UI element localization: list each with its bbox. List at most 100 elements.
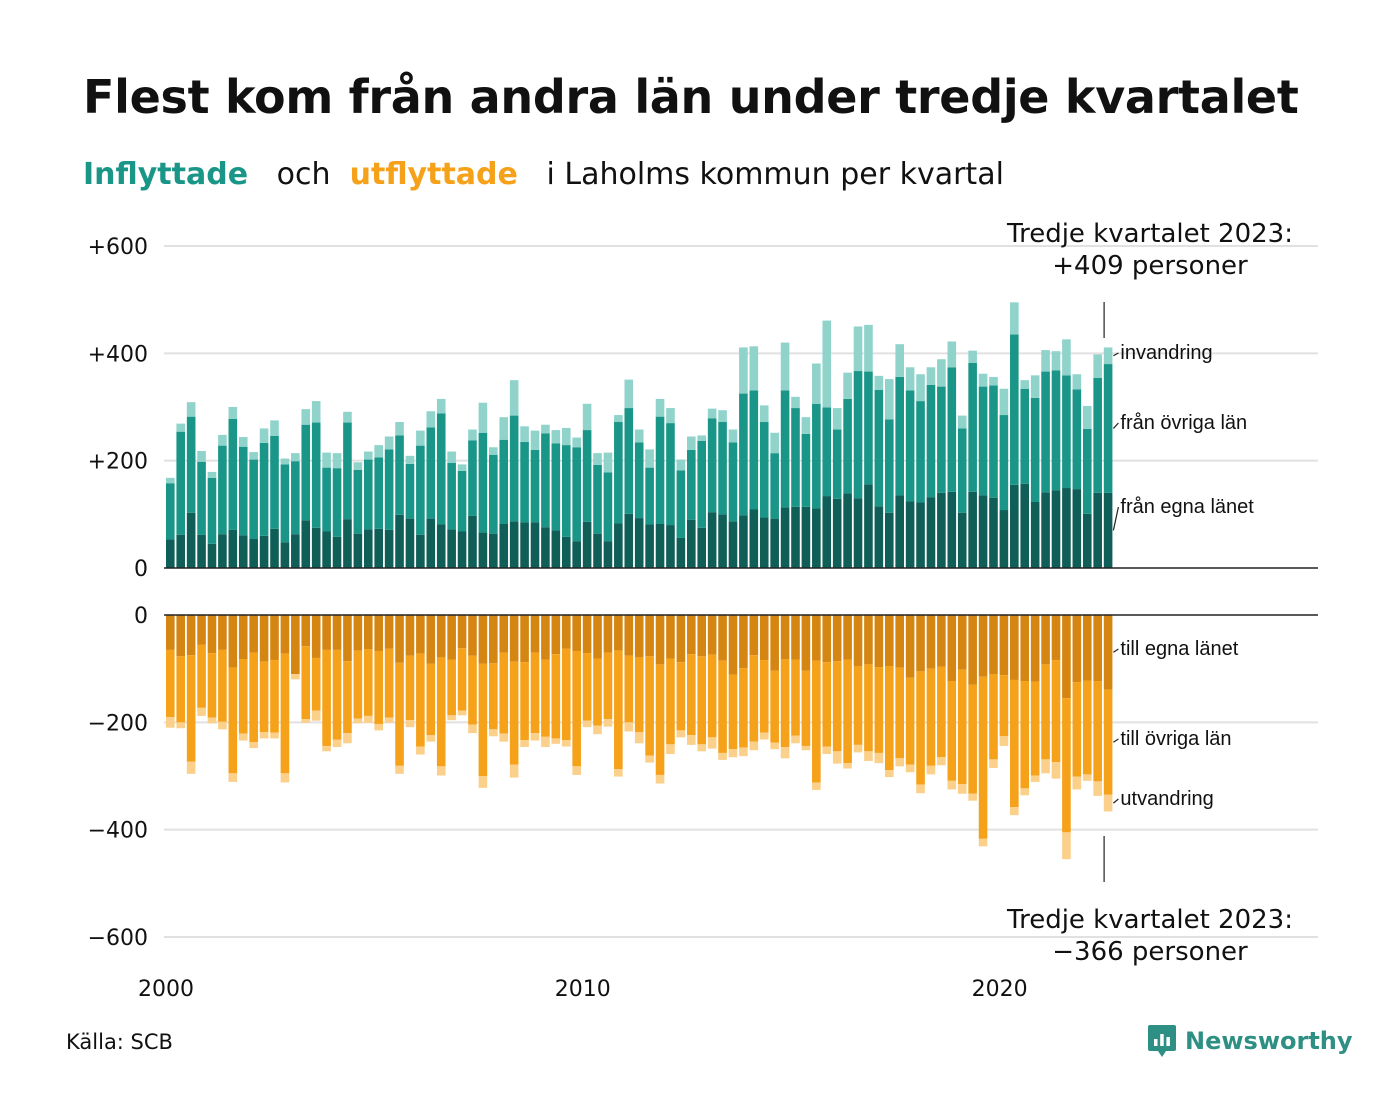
bar-in-immigration xyxy=(1041,350,1050,372)
bar-in-own-county xyxy=(926,497,936,568)
bar-out-own-county xyxy=(541,615,550,660)
bar-out-other-county xyxy=(468,655,477,725)
bar-in-other-county xyxy=(436,413,446,525)
bar-in-other-county xyxy=(280,464,290,543)
bar-in-other-county xyxy=(218,445,227,535)
bar-in-immigration xyxy=(259,428,269,443)
bar-out-other-county xyxy=(614,650,623,770)
bar-out-emigration xyxy=(176,722,186,729)
subtitle-and: och xyxy=(276,157,331,192)
bar-in-immigration xyxy=(728,429,738,443)
bar-in-immigration xyxy=(166,477,175,484)
series-label-leader xyxy=(1112,506,1119,531)
bar-out-other-county xyxy=(353,650,363,719)
newsworthy-logo: Newsworthy xyxy=(1147,1023,1353,1059)
bar-out-own-county xyxy=(1051,615,1061,661)
bar-in-own-county xyxy=(249,539,258,568)
bar-out-own-county xyxy=(895,615,904,668)
bar-out-own-county xyxy=(270,615,279,661)
bar-in-own-county xyxy=(270,528,279,568)
bar-out-own-county xyxy=(1093,615,1102,682)
bar-in-own-county xyxy=(687,519,696,568)
bar-in-other-county xyxy=(530,449,540,523)
bar-in-own-county xyxy=(218,534,227,568)
bar-in-other-county xyxy=(884,419,894,513)
bar-in-other-county xyxy=(395,435,404,515)
bar-in-immigration xyxy=(1072,374,1082,390)
bar-in-own-county xyxy=(457,531,467,568)
bar-in-own-county xyxy=(864,484,873,568)
bar-out-own-county xyxy=(718,615,727,661)
bar-in-own-county xyxy=(718,514,727,568)
bar-out-other-county xyxy=(707,654,717,738)
bar-in-own-county xyxy=(259,535,269,568)
bar-in-own-county xyxy=(916,502,925,568)
bar-in-other-county xyxy=(1041,371,1050,493)
bar-in-own-county xyxy=(436,524,446,568)
bar-in-other-county xyxy=(655,416,665,524)
bar-in-immigration xyxy=(447,451,456,463)
bar-out-other-county xyxy=(249,652,258,743)
bar-in-other-county xyxy=(1010,334,1019,485)
bar-out-own-county xyxy=(999,615,1009,676)
bar-in-other-county xyxy=(1082,428,1092,514)
bar-in-own-county xyxy=(999,510,1009,568)
bar-out-own-county xyxy=(864,615,873,665)
bar-out-emigration xyxy=(249,742,258,749)
bar-in-other-county xyxy=(332,468,342,537)
bar-out-own-county xyxy=(812,615,821,661)
bar-out-own-county xyxy=(634,615,644,658)
bar-out-emigration xyxy=(603,719,613,727)
y-tick-bottom: 0 xyxy=(134,604,148,629)
bar-in-own-county xyxy=(509,521,519,568)
bar-out-own-county xyxy=(1103,615,1113,690)
bar-out-other-county xyxy=(301,646,311,720)
bar-out-other-county xyxy=(791,659,800,736)
bar-in-other-county xyxy=(593,464,602,534)
bar-in-own-county xyxy=(447,529,456,568)
bar-out-emigration xyxy=(197,707,206,716)
bar-in-immigration xyxy=(353,462,363,470)
bar-out-emigration xyxy=(405,720,415,728)
bar-in-immigration xyxy=(593,453,602,465)
bar-in-other-county xyxy=(739,393,748,516)
bar-in-other-county xyxy=(812,403,821,509)
bar-out-other-county xyxy=(957,669,967,785)
annotation-outflow-label: Tredje kvartalet 2023: xyxy=(1006,905,1293,935)
bar-out-own-county xyxy=(749,615,759,656)
bar-out-emigration xyxy=(530,733,540,741)
bar-in-immigration xyxy=(374,445,383,458)
bar-in-immigration xyxy=(436,398,446,414)
bar-in-immigration xyxy=(687,436,696,450)
bar-in-other-county xyxy=(718,422,727,515)
bar-out-other-county xyxy=(989,674,998,760)
bar-out-emigration xyxy=(864,751,873,761)
bar-in-other-county xyxy=(311,422,321,528)
series-label-leader xyxy=(1112,422,1119,429)
bar-out-other-county xyxy=(978,676,988,839)
bar-in-other-county xyxy=(801,433,811,507)
bar-in-own-county xyxy=(1010,484,1019,568)
bar-in-own-county xyxy=(697,527,707,568)
bar-out-emigration xyxy=(457,710,467,716)
bar-out-emigration xyxy=(759,732,769,740)
bar-in-other-county xyxy=(968,362,977,492)
y-tick-top: 0 xyxy=(134,557,148,582)
bar-in-own-county xyxy=(739,515,748,568)
bar-out-other-county xyxy=(895,667,904,759)
bar-out-other-county xyxy=(916,671,925,785)
bar-in-immigration xyxy=(791,396,800,409)
bar-in-own-county xyxy=(1051,490,1061,568)
bar-in-immigration xyxy=(655,398,665,417)
bar-in-own-county xyxy=(1020,483,1030,568)
bar-out-emigration xyxy=(384,717,394,723)
bar-out-other-county xyxy=(801,670,811,746)
bar-out-other-county xyxy=(405,655,415,721)
bar-out-other-county xyxy=(561,648,571,741)
bar-out-emigration xyxy=(395,765,404,774)
bar-out-other-county xyxy=(166,649,175,717)
bar-out-emigration xyxy=(718,752,727,760)
bar-out-other-county xyxy=(1020,681,1030,789)
bar-in-other-county xyxy=(957,428,967,513)
bar-out-own-county xyxy=(707,615,717,655)
